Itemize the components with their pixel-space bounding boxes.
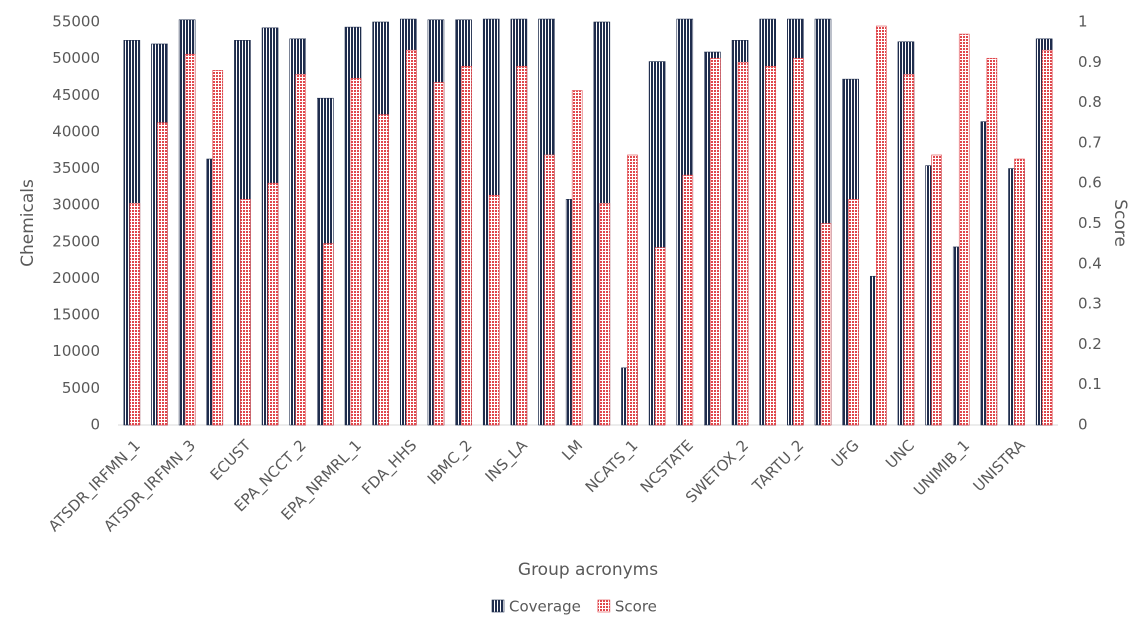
bar bbox=[323, 243, 334, 426]
y2-tick-label: 0.4 bbox=[1078, 254, 1102, 272]
y-tick-label: 40000 bbox=[52, 122, 100, 140]
y-axis-title: Chemicals bbox=[18, 179, 38, 267]
bar bbox=[820, 223, 832, 426]
bar bbox=[1041, 49, 1053, 426]
bar bbox=[875, 25, 887, 426]
y2-axis-title: Score bbox=[1110, 199, 1130, 247]
y2-tick-label: 0.1 bbox=[1078, 375, 1102, 393]
bar bbox=[958, 33, 970, 426]
y-tick-label: 20000 bbox=[52, 269, 100, 287]
y-tick-label: 5000 bbox=[62, 379, 100, 397]
y2-tick-label: 0.8 bbox=[1078, 93, 1102, 111]
y2-tick-label: 0.9 bbox=[1078, 53, 1102, 71]
y-tick-label: 30000 bbox=[52, 196, 100, 214]
bar bbox=[295, 74, 307, 426]
y-tick-label: 45000 bbox=[52, 86, 100, 104]
y-tick-label: 15000 bbox=[52, 306, 100, 324]
bar bbox=[1014, 158, 1025, 426]
legend-label: Coverage bbox=[509, 598, 581, 616]
bar bbox=[184, 53, 196, 426]
bar bbox=[212, 70, 224, 426]
y2-tick-label: 0.6 bbox=[1078, 174, 1102, 192]
y2-tick-label: 0.2 bbox=[1078, 335, 1102, 353]
y-tick-label: 25000 bbox=[52, 232, 100, 250]
bar bbox=[405, 49, 417, 426]
bar bbox=[903, 74, 915, 426]
x-tick-label: IBMC_2 bbox=[424, 436, 476, 488]
x-tick-label: LM bbox=[558, 436, 586, 464]
bar bbox=[129, 203, 141, 426]
x-tick-label: ECUST bbox=[207, 436, 255, 484]
legend-swatch bbox=[597, 599, 611, 613]
y-tick-label: 35000 bbox=[52, 159, 100, 177]
x-axis-title: Group acronyms bbox=[518, 560, 658, 580]
x-tick-label: INS_LA bbox=[482, 436, 532, 486]
bar bbox=[682, 174, 694, 426]
bar bbox=[848, 199, 859, 426]
x-tick-label: UNC bbox=[882, 436, 918, 472]
bar bbox=[793, 57, 804, 426]
bar bbox=[599, 203, 611, 426]
bar bbox=[461, 66, 472, 426]
x-tick-label: UFG bbox=[828, 436, 863, 471]
bar bbox=[737, 61, 749, 426]
y-tick-label: 55000 bbox=[52, 13, 100, 31]
bar bbox=[433, 82, 445, 426]
bar bbox=[350, 78, 362, 426]
bar bbox=[627, 154, 638, 426]
y-tick-label: 0 bbox=[90, 416, 100, 434]
bar bbox=[516, 66, 528, 426]
x-tick-label: ATSDR_IRFMN_1 bbox=[45, 436, 145, 536]
bar bbox=[765, 66, 777, 426]
bar bbox=[240, 199, 251, 426]
bar bbox=[931, 154, 942, 426]
bar bbox=[157, 122, 168, 426]
y-tick-label: 50000 bbox=[52, 49, 100, 67]
y2-tick-label: 0 bbox=[1078, 416, 1088, 434]
x-tick-label: FDA_HHS bbox=[358, 436, 421, 499]
x-tick-label: NCATS_1 bbox=[582, 436, 642, 496]
y2-tick-label: 0.5 bbox=[1078, 214, 1102, 232]
bar bbox=[544, 154, 555, 426]
bar bbox=[488, 194, 500, 426]
legend-label: Score bbox=[615, 598, 657, 616]
y2-tick-label: 0.3 bbox=[1078, 295, 1102, 313]
bar bbox=[378, 114, 389, 426]
bar bbox=[267, 182, 279, 426]
x-tick-label: UNIMIB_1 bbox=[910, 436, 974, 500]
bar bbox=[571, 90, 583, 426]
x-tick-label: TARTU_2 bbox=[748, 436, 808, 496]
bar bbox=[710, 57, 721, 426]
y2-tick-label: 1 bbox=[1078, 13, 1088, 31]
y-tick-label: 10000 bbox=[52, 342, 100, 360]
y2-tick-label: 0.7 bbox=[1078, 133, 1102, 151]
x-tick-label: UNISTRA bbox=[970, 436, 1029, 495]
bar bbox=[986, 57, 998, 426]
bar bbox=[654, 247, 666, 426]
legend-swatch bbox=[491, 599, 505, 613]
